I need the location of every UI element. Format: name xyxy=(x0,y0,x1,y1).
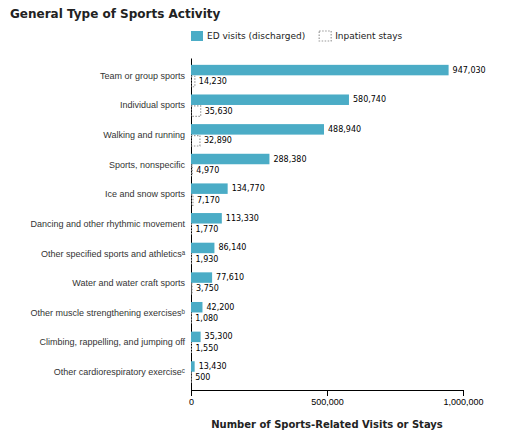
tick-label: Walking and running xyxy=(103,130,185,140)
tick-label: Other specified sports and athleticsᵃ xyxy=(41,249,186,259)
legend: ED visits (discharged) Inpatient stays xyxy=(191,31,402,42)
tick-label: 0 xyxy=(189,397,194,407)
tick-label: Ice and snow sports xyxy=(105,189,186,199)
data-label: 1,770 xyxy=(195,225,218,234)
bar-series xyxy=(191,65,449,372)
x-axis-title: Number of Sports-Related Visits or Stays xyxy=(211,419,443,430)
tick: 1,000,000 xyxy=(443,390,483,407)
data-label: 1,930 xyxy=(196,255,219,264)
legend-item: ED visits (discharged) xyxy=(191,31,305,42)
data-label: 13,430 xyxy=(199,362,227,371)
tick-label: Water and water craft sports xyxy=(72,278,185,288)
data-label-series: 500 1,550 1,080 3,750 1,930 1,770 7,170 4,970 32… xyxy=(195,77,233,382)
tick-label: Sports, nonspecific xyxy=(109,160,186,170)
bar xyxy=(191,94,349,104)
data-label: 500 xyxy=(195,373,210,382)
data-label: 134,770 xyxy=(232,184,265,193)
data-labels: 13,430 35,300 42,200 77,610 86,140 113,330 134… xyxy=(195,66,486,383)
tick-label: Dancing and other rhythmic movement xyxy=(30,219,185,229)
data-label: 488,940 xyxy=(328,125,361,134)
bar xyxy=(191,302,202,312)
plot-area: 0 500,000 1,000,000 Other cardiorespiratory… xyxy=(30,59,485,408)
bar xyxy=(191,183,228,193)
tick-mark xyxy=(463,390,464,396)
bar xyxy=(191,361,195,371)
tick-mark xyxy=(191,390,192,396)
tick: Climbing, rappelling, and jumping off xyxy=(40,337,186,347)
data-label: 32,890 xyxy=(204,136,232,145)
bar xyxy=(191,65,449,75)
tick: Other cardiorespiratory exerciseᶜ xyxy=(54,367,185,377)
data-label: 1,550 xyxy=(195,344,218,353)
tick: Other specified sports and athleticsᵃ xyxy=(41,249,186,259)
bar xyxy=(191,373,192,383)
data-label: 580,740 xyxy=(353,95,386,104)
legend-label: Inpatient stays xyxy=(335,31,402,41)
bar xyxy=(191,332,201,342)
tick: Dancing and other rhythmic movement xyxy=(30,219,185,229)
data-label: 4,970 xyxy=(196,166,219,175)
chart-container: General Type of Sports Activity 0 500,000 1… xyxy=(0,0,509,436)
bar xyxy=(191,124,324,134)
tick: Ice and snow sports xyxy=(105,189,186,199)
data-label: 86,140 xyxy=(218,243,246,252)
data-label-series: 13,430 35,300 42,200 77,610 86,140 113,330 134… xyxy=(199,66,486,371)
bar xyxy=(191,254,192,264)
tick-label: Individual sports xyxy=(120,100,186,110)
data-label: 3,750 xyxy=(196,284,219,293)
bar xyxy=(191,76,195,86)
bars xyxy=(191,65,449,383)
tick: Team or group sports xyxy=(100,71,186,81)
data-label: 288,380 xyxy=(273,155,306,164)
axis-line xyxy=(192,391,464,397)
legend-label: ED visits (discharged) xyxy=(207,31,305,41)
chart-title: General Type of Sports Activity xyxy=(10,7,220,21)
bar xyxy=(191,272,212,282)
tick-label: 500,000 xyxy=(311,397,344,407)
data-label: 77,610 xyxy=(216,273,244,282)
tick-mark xyxy=(327,390,328,396)
tick-label: Other cardiorespiratory exerciseᶜ xyxy=(54,367,185,377)
bar xyxy=(191,136,200,146)
bar xyxy=(191,224,192,234)
x-axis: 0 500,000 1,000,000 xyxy=(189,390,484,407)
chart-svg: General Type of Sports Activity 0 500,000 1… xyxy=(0,0,509,436)
bar xyxy=(191,165,192,175)
y-axis: Other cardiorespiratory exerciseᶜ Climbin… xyxy=(30,59,191,391)
data-label: 42,200 xyxy=(206,303,234,312)
data-label: 7,170 xyxy=(197,196,220,205)
legend-swatch xyxy=(191,31,203,41)
data-label: 35,630 xyxy=(205,107,233,116)
tick: Individual sports xyxy=(120,100,186,110)
bar xyxy=(191,213,222,223)
tick-label: Other muscle strengthening exercisesᵇ xyxy=(31,308,186,318)
tick: Water and water craft sports xyxy=(72,278,185,288)
data-label: 113,330 xyxy=(226,214,259,223)
tick: Walking and running xyxy=(103,130,185,140)
data-label: 947,030 xyxy=(453,66,486,75)
data-label: 35,300 xyxy=(205,332,233,341)
tick-label: Team or group sports xyxy=(100,71,186,81)
bar xyxy=(191,106,201,116)
bar xyxy=(191,154,269,164)
tick: Other muscle strengthening exercisesᵇ xyxy=(31,308,186,318)
bar xyxy=(191,195,193,205)
tick-label: 1,000,000 xyxy=(443,397,483,407)
data-label: 14,230 xyxy=(199,77,227,86)
tick: Sports, nonspecific xyxy=(109,160,186,170)
bar xyxy=(191,284,192,294)
data-label: 1,080 xyxy=(195,314,218,323)
tick-label: Climbing, rappelling, and jumping off xyxy=(40,337,186,347)
legend-swatch xyxy=(319,31,331,41)
bar xyxy=(191,243,214,253)
legend-item: Inpatient stays xyxy=(319,31,402,42)
tick: 0 xyxy=(189,390,194,407)
bar xyxy=(191,343,192,353)
bar xyxy=(191,313,192,323)
tick: 500,000 xyxy=(311,390,344,407)
